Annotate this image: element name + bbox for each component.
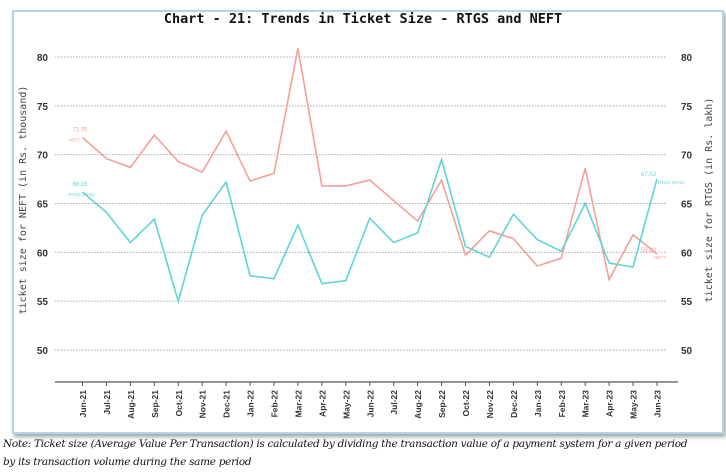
y-tick-left: 70 xyxy=(37,151,49,162)
start-series-label: NEFT xyxy=(69,137,81,142)
x-tick-label: Sep-22 xyxy=(437,390,447,418)
y-tick-left: 60 xyxy=(37,248,49,259)
note-line-2: by its transaction volume during the sam… xyxy=(3,456,252,468)
note-line-1: Note: Ticket size (Average Value Per Tra… xyxy=(3,438,688,450)
start-value-label: 71.76 xyxy=(73,127,89,133)
x-tick-label: Feb-23 xyxy=(557,390,567,418)
x-tick-label: Jan-22 xyxy=(246,390,256,417)
x-tick-label: Mar-23 xyxy=(581,390,591,418)
x-tick-label: May-22 xyxy=(341,390,351,419)
y-tick-right: 70 xyxy=(681,151,693,162)
x-tick-label: Nov-21 xyxy=(198,390,208,419)
chart-title: Chart - 21: Trends in Ticket Size - RTGS… xyxy=(164,11,562,27)
x-tick-label: Nov-22 xyxy=(485,390,495,419)
y-axis-label-right: ticket size for RTGS (in Rs. lakh) xyxy=(704,98,715,303)
y-tick-right: 75 xyxy=(681,102,693,113)
x-tick-label: Dec-21 xyxy=(222,390,232,418)
x-tick-label: Sep-21 xyxy=(150,390,160,418)
x-tick-label: Aug-22 xyxy=(413,390,423,419)
y-tick-right: 65 xyxy=(681,200,693,211)
y-tick-left: 80 xyxy=(37,53,49,64)
x-tick-label: Apr-22 xyxy=(317,390,327,417)
x-tick-label: Jun-23 xyxy=(653,390,663,418)
end-series-label: NEFT xyxy=(654,255,666,260)
start-series-label: RTGS (RHS) xyxy=(69,192,96,197)
y-tick-right: 50 xyxy=(681,346,693,357)
series-line-neft xyxy=(81,48,658,282)
start-value-label: 66.16 xyxy=(73,182,89,188)
x-tick-label: Jun-21 xyxy=(78,390,88,418)
y-tick-left: 55 xyxy=(37,297,49,308)
x-tick-label: Feb-22 xyxy=(270,390,280,418)
x-tick-label: Jul-21 xyxy=(102,390,112,415)
x-tick-label: Mar-22 xyxy=(293,390,303,418)
y-tick-right: 55 xyxy=(681,297,693,308)
y-tick-right: 60 xyxy=(681,248,693,259)
series-line-rtgs xyxy=(81,156,658,305)
y-tick-right: 80 xyxy=(681,53,693,64)
y-tick-left: 75 xyxy=(37,102,49,113)
y-tick-left: 65 xyxy=(37,200,49,211)
y-axis-label-left: ticket size for NEFT (in Rs. thousand) xyxy=(18,86,29,315)
x-tick-label: Jun-22 xyxy=(365,390,375,418)
chart: Chart - 21: Trends in Ticket Size - RTGS… xyxy=(18,11,715,419)
x-tick-label: Jan-23 xyxy=(533,390,543,417)
x-tick-label: Apr-23 xyxy=(605,390,615,417)
x-tick-label: Dec-22 xyxy=(509,390,519,418)
y-tick-left: 50 xyxy=(37,346,49,357)
end-value-label: 67.53 xyxy=(641,172,657,178)
x-tick-label: Aug-21 xyxy=(126,390,136,419)
end-value-label: 59.83 xyxy=(641,248,657,254)
x-tick-label: Oct-22 xyxy=(461,390,471,417)
end-series-label: RTGS (RHS) xyxy=(658,180,685,185)
x-tick-label: Jul-22 xyxy=(389,390,399,415)
x-tick-label: Oct-21 xyxy=(174,390,184,417)
x-tick-label: May-23 xyxy=(629,390,639,419)
